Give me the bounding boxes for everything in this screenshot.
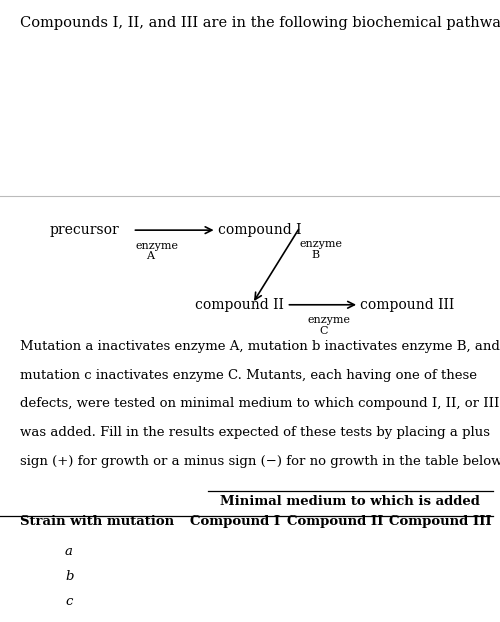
Text: compound III: compound III	[360, 298, 454, 312]
Text: sign (+) for growth or a minus sign (−) for no growth in the table below.: sign (+) for growth or a minus sign (−) …	[20, 455, 500, 468]
Text: precursor: precursor	[50, 223, 120, 237]
Text: Compounds I, II, and III are in the following biochemical pathway:: Compounds I, II, and III are in the foll…	[20, 16, 500, 30]
Text: Strain with mutation: Strain with mutation	[20, 515, 174, 528]
Text: Minimal medium to which is added: Minimal medium to which is added	[220, 495, 480, 508]
Text: A: A	[146, 251, 154, 261]
Text: enzyme: enzyme	[135, 241, 178, 251]
Text: Mutation a inactivates enzyme A, mutation b inactivates enzyme B, and: Mutation a inactivates enzyme A, mutatio…	[20, 340, 500, 353]
Text: compound I: compound I	[218, 223, 301, 237]
Text: defects, were tested on minimal medium to which compound I, II, or III: defects, were tested on minimal medium t…	[20, 397, 500, 411]
Text: Compound I: Compound I	[190, 515, 280, 528]
Text: mutation c inactivates enzyme C. Mutants, each having one of these: mutation c inactivates enzyme C. Mutants…	[20, 369, 477, 382]
Text: compound II: compound II	[195, 298, 284, 312]
Text: a: a	[65, 545, 73, 558]
Text: enzyme: enzyme	[307, 315, 350, 325]
Text: enzyme: enzyme	[300, 239, 343, 249]
Text: B: B	[311, 250, 319, 260]
Text: was added. Fill in the results expected of these tests by placing a plus: was added. Fill in the results expected …	[20, 426, 490, 439]
Text: b: b	[65, 570, 74, 583]
Text: Compound III: Compound III	[388, 515, 492, 528]
Text: c: c	[65, 595, 72, 608]
Text: C: C	[319, 326, 328, 336]
Text: Compound II: Compound II	[287, 515, 383, 528]
